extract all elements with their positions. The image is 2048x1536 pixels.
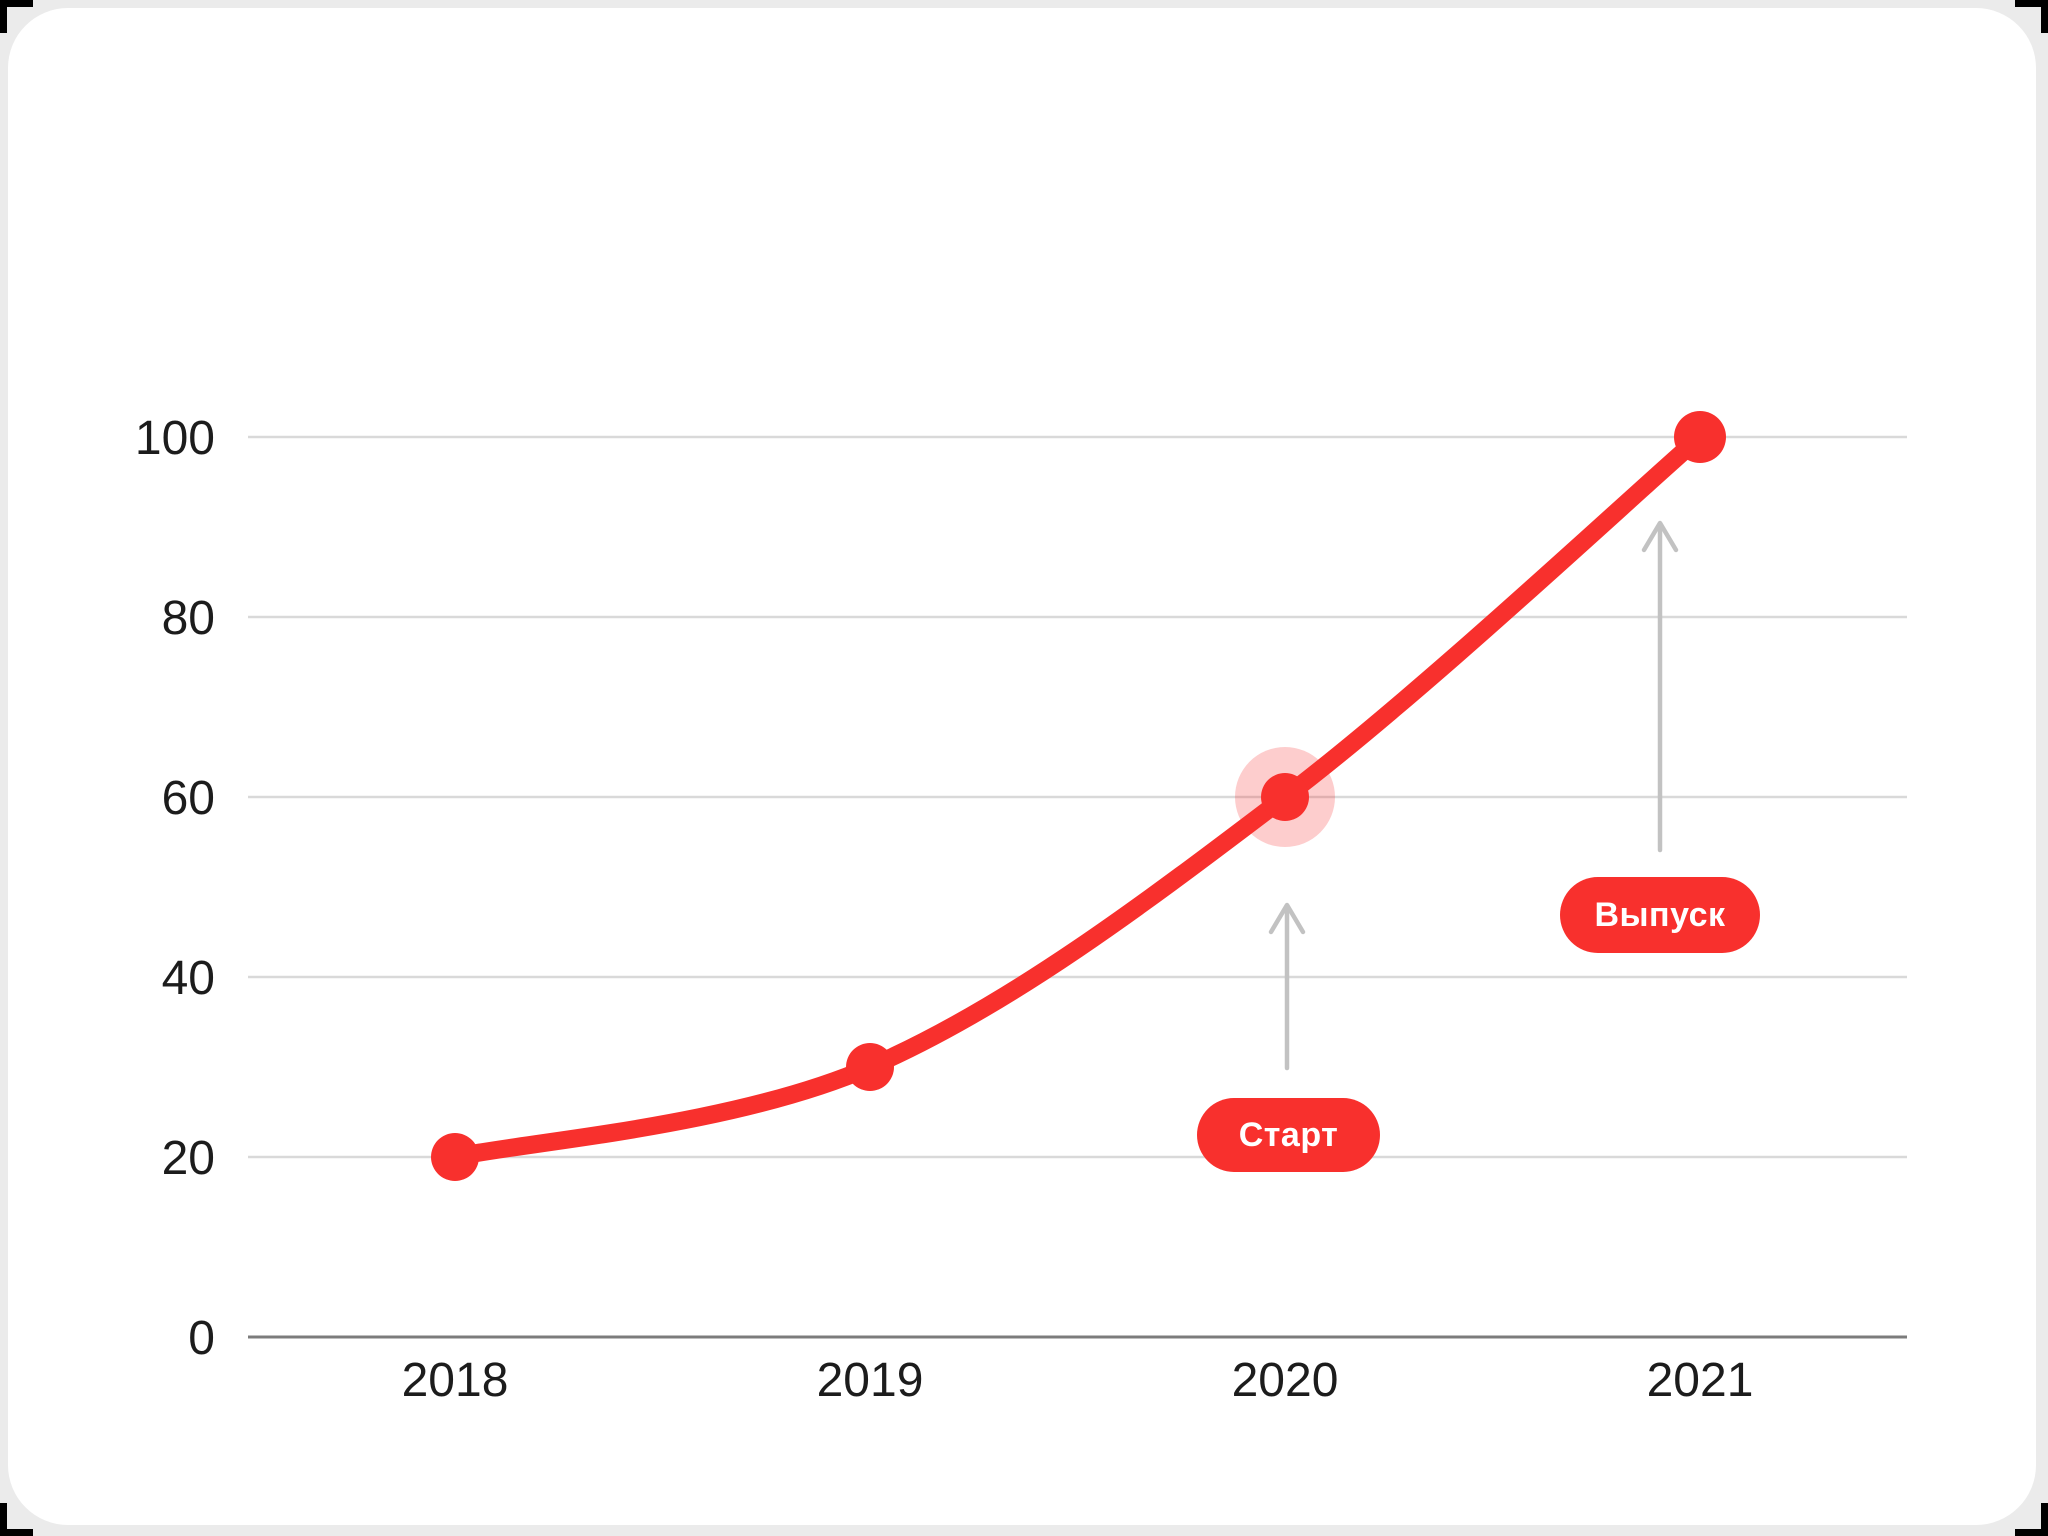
x-tick-label: 2021 <box>1647 1354 1754 1407</box>
y-tick-label: 60 <box>162 772 215 825</box>
data-point <box>1261 773 1309 821</box>
arrow-up-icon <box>1268 902 1306 1071</box>
y-tick-label: 20 <box>162 1132 215 1185</box>
crop-corner-mark-top-left <box>0 0 33 33</box>
arrow-up-icon <box>1641 520 1679 853</box>
crop-corner-mark-bottom-left <box>0 1503 33 1536</box>
y-axis-tick-labels: 0 20 40 60 80 100 <box>135 412 215 1365</box>
crop-corner-mark-bottom-right <box>2015 1503 2048 1536</box>
x-axis-tick-labels: 2018 2019 2020 2021 <box>402 1354 1754 1407</box>
data-point <box>1674 411 1726 463</box>
annotation-pill-start: Старт <box>1197 1098 1380 1172</box>
annotation-pill-release: Выпуск <box>1560 877 1760 953</box>
y-tick-label: 0 <box>188 1312 215 1365</box>
gridlines <box>248 435 1907 1339</box>
data-points <box>431 411 1726 1181</box>
data-point <box>846 1043 894 1091</box>
x-tick-label: 2019 <box>817 1354 924 1407</box>
crop-corner-mark-top-right <box>2015 0 2048 33</box>
y-tick-label: 80 <box>162 592 215 645</box>
trend-line <box>446 428 1709 1166</box>
data-point <box>431 1133 479 1181</box>
chart-card <box>8 8 2036 1525</box>
y-tick-label: 40 <box>162 952 215 1005</box>
x-tick-label: 2018 <box>402 1354 509 1407</box>
y-tick-label: 100 <box>135 412 215 465</box>
x-tick-label: 2020 <box>1232 1354 1339 1407</box>
